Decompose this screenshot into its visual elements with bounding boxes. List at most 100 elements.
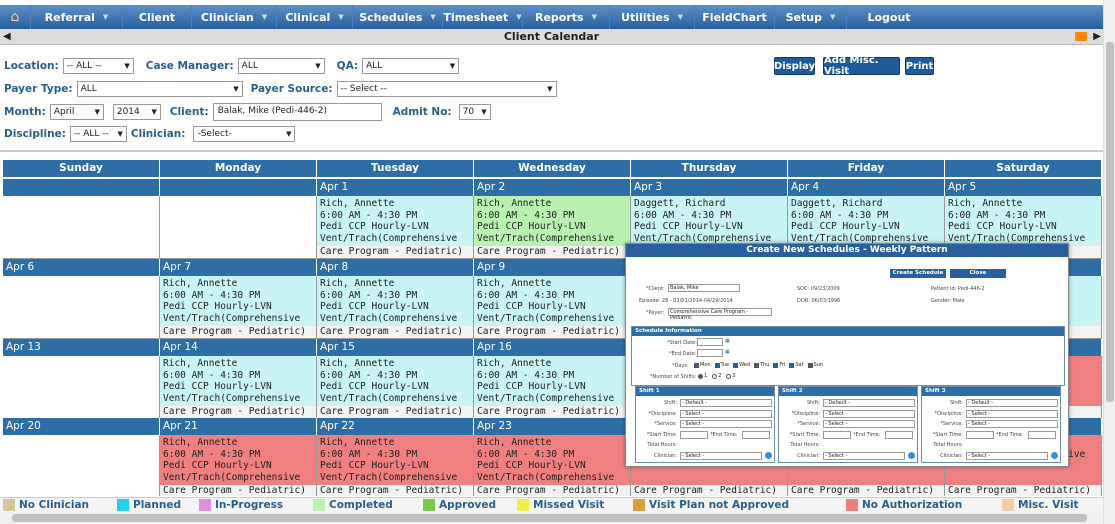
schedule-visit[interactable]: Rich, Annette 6:00 AM - 4:30 PM Pedi CCP H… — [160, 276, 316, 327]
shift-field-select[interactable]: - Select - — [966, 451, 1048, 460]
menu-client[interactable]: Client — [122, 5, 191, 29]
shift-field-select[interactable]: - Default - — [680, 399, 772, 407]
calendar-day-cell[interactable] — [3, 276, 160, 339]
menu-setup[interactable]: Setup ▼ — [774, 5, 846, 29]
day-checkbox[interactable]: Sat — [789, 362, 804, 368]
calendar-day-cell[interactable] — [3, 356, 160, 419]
search-icon[interactable] — [908, 451, 915, 459]
start-date-input[interactable] — [697, 338, 723, 346]
calendar-day-cell[interactable]: Rich, Annette 6:00 AM - 4:30 PM Pedi CCP H… — [474, 435, 631, 496]
menu-reports[interactable]: Reports ▼ — [522, 5, 609, 29]
shift-radio[interactable]: 1 — [698, 373, 707, 379]
day-checkbox[interactable]: Tue — [714, 362, 729, 368]
menu-schedules[interactable]: Schedules ▼ — [352, 5, 442, 29]
shift-field-select[interactable]: - Default - — [823, 399, 915, 407]
print-button[interactable]: Print — [905, 57, 934, 75]
shift-field-select[interactable]: - Select - — [966, 409, 1058, 418]
schedule-visit[interactable]: Rich, Annette 6:00 AM - 4:30 PM Pedi CCP H… — [317, 356, 473, 407]
calendar-day-cell[interactable]: Rich, Annette 6:00 AM - 4:30 PM Pedi CCP H… — [474, 276, 631, 339]
calendar-day-cell[interactable] — [3, 196, 160, 259]
day-checkbox[interactable]: Mon — [694, 362, 711, 368]
calendar-day-cell[interactable] — [160, 196, 317, 259]
search-icon[interactable] — [765, 451, 772, 459]
close-button[interactable]: Close — [950, 269, 1006, 278]
client-field-select[interactable]: Balak, Mike — [668, 284, 740, 292]
schedule-visit[interactable]: Rich, Annette 6:00 AM - 4:30 PM Pedi CCP H… — [317, 196, 473, 247]
shift-field-select[interactable]: - Default - — [966, 399, 1058, 407]
shift-radio[interactable]: 2 — [712, 373, 721, 379]
calendar-day-cell[interactable]: Rich, Annette 6:00 AM - 4:30 PM Pedi CCP H… — [474, 196, 631, 259]
shift-field-select[interactable]: - Select - — [823, 451, 905, 460]
menu-timesheet[interactable]: Timesheet ▼ — [442, 5, 522, 29]
calendar-day-cell[interactable]: Rich, Annette 6:00 AM - 4:30 PM Pedi CCP H… — [160, 356, 317, 419]
menu-clinician[interactable]: Clinician ▼ — [191, 5, 276, 29]
menu-clinical[interactable]: Clinical ▼ — [276, 5, 352, 29]
start-time-input[interactable] — [966, 430, 994, 439]
payer-field-select[interactable]: Comprehensive Care Program - Pediatric — [668, 308, 772, 321]
schedule-visit[interactable]: Rich, Annette 6:00 AM - 4:30 PM Pedi CCP H… — [317, 435, 473, 486]
end-time-input[interactable] — [885, 430, 913, 439]
radio-icon[interactable] — [698, 373, 703, 379]
checkbox-icon[interactable] — [754, 362, 759, 368]
horizontal-scrollbar[interactable] — [0, 512, 1103, 524]
schedule-visit[interactable]: Daggett, Richard 6:00 AM - 4:30 PM Pedi CC… — [788, 196, 944, 247]
menu-fieldchart[interactable]: FieldChart — [694, 5, 774, 29]
menu-utilities[interactable]: Utilities ▼ — [609, 5, 694, 29]
calendar-icon[interactable]: ▦ — [725, 338, 730, 344]
year-select[interactable]: 2014 — [112, 104, 161, 120]
checkbox-icon[interactable] — [773, 362, 779, 368]
end-time-input[interactable] — [1028, 430, 1056, 439]
end-time-input[interactable] — [742, 430, 770, 439]
calendar-day-cell[interactable]: Rich, Annette 6:00 AM - 4:30 PM Pedi CCP H… — [317, 356, 474, 419]
day-checkbox[interactable]: Fri — [773, 362, 785, 368]
calendar-day-cell[interactable]: Rich, Annette 6:00 AM - 4:30 PM Pedi CCP H… — [317, 276, 474, 339]
month-select[interactable]: April — [49, 104, 104, 120]
add-misc-visit-button[interactable]: Add Misc. Visit — [823, 55, 900, 77]
create-schedule-button[interactable]: Create Schedule — [890, 269, 946, 278]
schedule-visit[interactable]: Daggett, Richard 6:00 AM - 4:30 PM Pedi CC… — [631, 196, 787, 247]
checkbox-icon[interactable] — [807, 362, 813, 368]
schedule-visit[interactable]: Rich, Annette 6:00 AM - 4:30 PM Pedi CCP H… — [160, 435, 316, 486]
calendar-day-cell[interactable]: Rich, Annette 6:00 AM - 4:30 PM Pedi CCP H… — [474, 356, 631, 419]
schedule-visit[interactable]: Rich, Annette 6:00 AM - 4:30 PM Pedi CCP H… — [474, 356, 630, 407]
shift-field-select[interactable]: - Select - — [680, 451, 762, 460]
day-checkbox[interactable]: Sun — [807, 362, 823, 368]
calendar-day-cell[interactable]: Rich, Annette 6:00 AM - 4:30 PM Pedi CCP H… — [317, 435, 474, 496]
client-input[interactable]: Balak, Mike (Pedi-446-2) — [212, 103, 382, 121]
calendar-day-cell[interactable] — [3, 435, 160, 496]
scroll-thumb[interactable] — [12, 514, 1087, 522]
end-date-input[interactable] — [697, 349, 723, 357]
menu-logout[interactable]: Logout — [846, 5, 931, 29]
schedule-visit[interactable]: Rich, Annette 6:00 AM - 4:30 PM Pedi CCP H… — [474, 196, 630, 247]
menu-referral[interactable]: Referral ▼ — [30, 5, 122, 29]
admit-select[interactable]: 70 — [458, 104, 491, 120]
arrow-left-icon[interactable]: ◀ — [3, 31, 11, 42]
radio-icon[interactable] — [726, 373, 732, 379]
calendar-day-cell[interactable]: Rich, Annette 6:00 AM - 4:30 PM Pedi CCP H… — [160, 276, 317, 339]
home-icon[interactable]: ⌂ — [10, 9, 20, 25]
schedule-visit[interactable]: Rich, Annette 6:00 AM - 4:30 PM Pedi CCP H… — [945, 196, 1101, 247]
shift-field-select[interactable]: - Select - — [966, 420, 1058, 428]
day-checkbox[interactable]: Wed — [733, 362, 750, 368]
radio-icon[interactable] — [712, 373, 718, 379]
start-time-input[interactable] — [823, 430, 851, 439]
calendar-day-cell[interactable]: Rich, Annette 6:00 AM - 4:30 PM Pedi CCP H… — [317, 196, 474, 259]
schedule-visit[interactable]: Rich, Annette 6:00 AM - 4:30 PM Pedi CCP H… — [474, 435, 630, 486]
calendar-icon[interactable]: ▦ — [725, 349, 730, 355]
display-button[interactable]: Display — [774, 57, 815, 75]
schedule-visit[interactable]: Rich, Annette 6:00 AM - 4:30 PM Pedi CCP H… — [474, 276, 630, 327]
discipline-select[interactable]: -- ALL -- — [69, 126, 127, 142]
shift-radio[interactable]: 3 — [726, 373, 736, 379]
scroll-thumb[interactable] — [1106, 42, 1114, 402]
payer-type-select[interactable]: ALL — [76, 81, 243, 97]
clinician-select[interactable]: -Select- — [193, 126, 296, 142]
mail-icon[interactable] — [1075, 32, 1087, 41]
shift-field-select[interactable]: - Select - — [680, 409, 772, 418]
calendar-day-cell[interactable]: Rich, Annette 6:00 AM - 4:30 PM Pedi CCP H… — [160, 435, 317, 496]
shift-field-select[interactable]: - Select - — [823, 420, 915, 428]
schedule-visit[interactable]: Rich, Annette 6:00 AM - 4:30 PM Pedi CCP H… — [160, 356, 316, 407]
start-time-input[interactable] — [680, 430, 708, 439]
checkbox-icon[interactable] — [733, 362, 739, 368]
shift-field-select[interactable]: - Select - — [823, 409, 915, 418]
shift-field-select[interactable]: - Select - — [680, 420, 772, 428]
